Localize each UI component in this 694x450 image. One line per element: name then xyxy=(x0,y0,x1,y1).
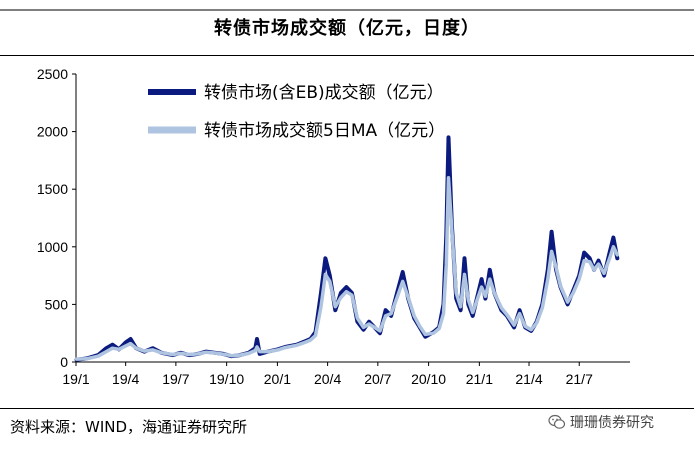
watermark-text: 珊珊债券研究 xyxy=(570,415,654,431)
y-tick-label: 1500 xyxy=(37,181,68,197)
top-rule xyxy=(0,9,694,11)
x-tick-label: 20/1 xyxy=(264,371,291,387)
watermark: 珊珊债券研究 xyxy=(548,412,654,432)
x-tick-label: 20/10 xyxy=(411,371,446,387)
x-tick-label: 20/4 xyxy=(314,371,341,387)
chart-title: 转债市场成交额（亿元，日度） xyxy=(214,18,480,39)
x-tick-label: 21/7 xyxy=(566,371,593,387)
line-chart: 0 500 1000 1500 2000 2500 19/1 19/4 19/7 19/10 20/… xyxy=(37,66,630,387)
x-tick-label: 20/7 xyxy=(364,371,391,387)
legend-label-1: 转债市场(含EB)成交额（亿元） xyxy=(204,83,444,103)
x-tick-label: 19/7 xyxy=(162,371,189,387)
y-tick-label: 500 xyxy=(45,296,69,312)
wechat-icon xyxy=(548,414,566,429)
legend-label-2: 转债市场成交额5日MA（亿元） xyxy=(204,121,445,141)
x-tick-label: 19/10 xyxy=(209,371,244,387)
series-line-2 xyxy=(74,175,620,361)
x-tick-label: 21/4 xyxy=(515,371,542,387)
y-tick-label: 2000 xyxy=(37,124,68,140)
series-line-1 xyxy=(74,135,620,362)
x-tick-label: 19/1 xyxy=(62,371,89,387)
x-tick-label: 19/4 xyxy=(112,371,139,387)
title-rule xyxy=(0,55,694,56)
source-note: 资料来源：WIND，海通证券研究所 xyxy=(10,418,248,436)
y-tick-label: 2500 xyxy=(37,66,68,82)
x-tick-label: 21/1 xyxy=(466,371,493,387)
y-tick-label: 0 xyxy=(60,354,68,370)
y-tick-label: 1000 xyxy=(37,239,68,255)
source-rule xyxy=(0,408,694,409)
